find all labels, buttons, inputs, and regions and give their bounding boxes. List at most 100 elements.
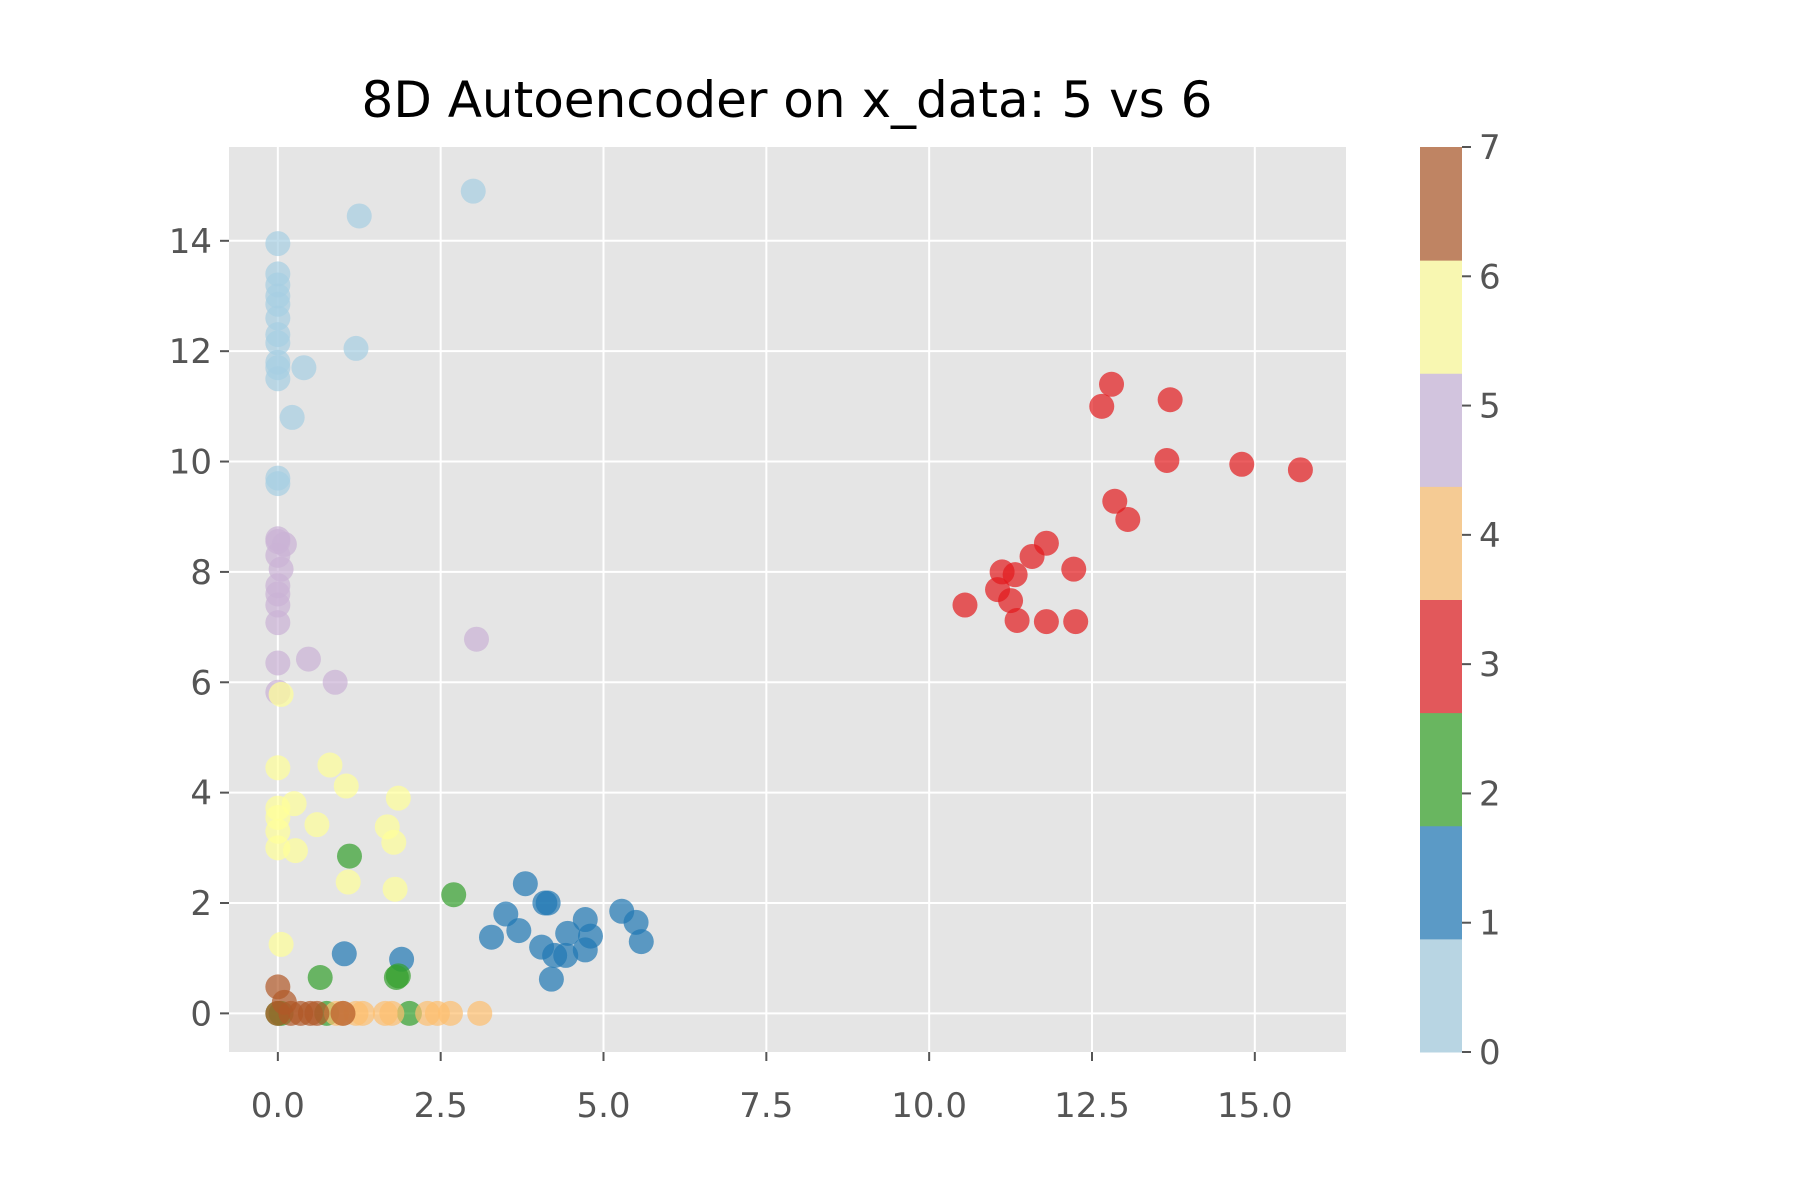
data-point-class-3 [952,592,978,618]
y-tick-label: 10 [169,443,212,483]
x-tick-label: 0.0 [251,1086,305,1126]
x-tick-label: 5.0 [576,1086,630,1126]
data-point-class-5 [295,646,321,672]
plot-area [229,147,1346,1052]
data-point-class-1 [478,924,504,950]
data-point-class-1 [628,929,654,955]
colorbar-tick-label: 3 [1479,645,1501,685]
y-tick-label: 4 [190,774,212,814]
data-point-class-1 [535,890,561,916]
colorbar-tick-label: 5 [1479,387,1501,427]
colorbar: 0 1 2 3 4 5 6 7 [1420,128,1501,1073]
data-point-class-3 [1099,371,1125,397]
data-point-class-0 [279,404,305,430]
colorbar-segment [1420,147,1462,261]
x-tick-label: 10.0 [891,1086,967,1126]
colorbar-tick-label: 4 [1479,516,1501,556]
data-point-class-3 [1033,609,1059,635]
colorbar-segment [1420,486,1462,600]
colorbar-tick-label: 7 [1479,128,1501,168]
colorbar-tick-label: 2 [1479,774,1501,814]
x-tick-label: 7.5 [739,1086,793,1126]
data-point-class-6 [281,791,307,817]
data-point-class-2 [336,843,362,869]
data-point-class-6 [382,876,408,902]
y-tick-label: 0 [190,994,212,1034]
y-tick-label: 8 [190,553,212,593]
data-point-class-6 [333,773,359,799]
data-point-class-2 [383,965,409,991]
data-point-class-6 [268,931,294,957]
data-point-class-4 [379,1000,405,1026]
data-point-class-3 [1019,543,1045,569]
data-point-class-6 [268,681,294,707]
data-point-class-1 [538,966,564,992]
x-tick-label: 12.5 [1054,1086,1130,1126]
data-point-class-3 [1154,447,1180,473]
colorbar-tick-label: 1 [1479,904,1501,944]
data-point-class-1 [555,920,581,946]
data-point-class-1 [512,871,538,897]
data-point-class-6 [381,829,407,855]
data-point-class-3 [998,588,1024,614]
data-point-class-2 [307,965,333,991]
data-point-class-3 [1102,488,1128,514]
colorbar-segment [1420,260,1462,374]
colorbar-tick-label: 0 [1479,1033,1501,1073]
colorbar-segment [1420,825,1462,940]
x-tick-label: 2.5 [414,1086,468,1126]
data-point-class-6 [317,752,343,778]
data-point-class-0 [343,335,369,361]
data-point-class-6 [335,869,361,895]
data-point-class-3 [1063,609,1089,635]
data-point-class-4 [350,1000,376,1026]
data-point-class-2 [396,1000,422,1026]
data-point-class-0 [265,330,291,356]
data-point-class-3 [1115,506,1141,532]
data-point-class-1 [623,909,649,935]
x-tick-label: 15.0 [1217,1086,1293,1126]
data-point-class-1 [506,918,532,944]
data-point-class-5 [265,650,291,676]
data-point-class-5 [265,592,291,618]
data-point-class-4 [437,1000,463,1026]
data-point-class-2 [441,882,467,908]
data-point-class-0 [265,366,291,392]
data-point-class-7 [304,1000,330,1026]
data-point-class-3 [1089,393,1115,419]
chart-title: 8D Autoencoder on x_data: 5 vs 6 [362,71,1213,129]
data-point-class-3 [1287,457,1313,483]
y-tick-label: 14 [169,222,212,262]
data-point-class-6 [265,755,291,781]
colorbar-segment [1420,599,1462,714]
data-point-class-6 [282,838,308,864]
data-point-class-0 [346,203,372,229]
colorbar-segment [1420,373,1462,487]
data-point-class-1 [572,937,598,963]
y-tick-label: 2 [190,884,212,924]
data-point-class-0 [265,231,291,257]
data-point-class-1 [331,941,357,967]
data-point-class-3 [1157,387,1183,413]
data-point-class-5 [463,626,489,652]
data-point-class-3 [1002,562,1028,588]
colorbar-segment [1420,938,1462,1053]
data-point-class-6 [304,812,330,838]
data-point-class-5 [265,610,291,636]
colorbar-tick-label: 6 [1479,257,1501,297]
colorbar-segment [1420,712,1462,827]
data-points [265,178,1313,1026]
y-tick-label: 12 [169,332,212,372]
y-axis-ticks: 0 2 4 6 8 10 12 14 [169,222,229,1034]
data-point-class-0 [265,471,291,497]
data-point-class-3 [1004,607,1030,633]
x-axis-ticks: 0.0 2.5 5.0 7.5 10.0 12.5 15.0 [251,1052,1293,1126]
y-tick-label: 6 [190,663,212,703]
data-point-class-3 [1229,451,1255,477]
data-point-class-0 [291,355,317,381]
data-point-class-5 [322,669,348,695]
data-point-class-3 [1061,556,1087,582]
data-point-class-0 [460,178,486,204]
data-point-class-1 [553,942,579,968]
